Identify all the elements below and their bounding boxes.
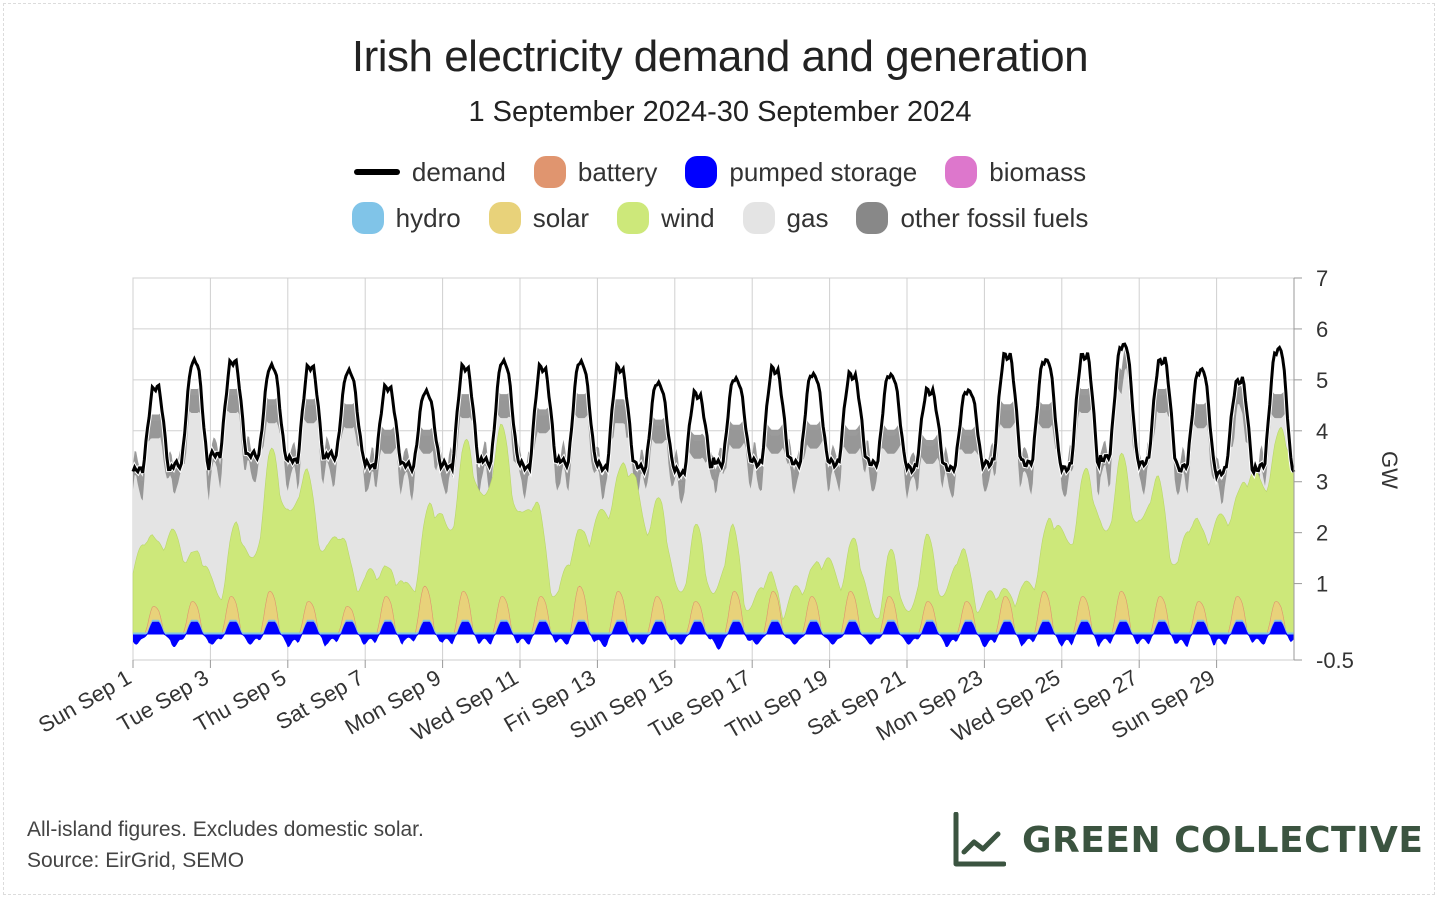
- y-tick-label: 1: [1316, 572, 1328, 597]
- brand-name: GREEN COLLECTIVE: [1022, 819, 1424, 861]
- y-tick-label: 3: [1316, 470, 1328, 495]
- series-other-fossil-fuels-area: [133, 344, 1294, 505]
- legend-label: demand: [411, 156, 506, 187]
- legend-swatch-pumped-storage: [685, 156, 718, 188]
- y-axis-label: GW: [1377, 451, 1402, 489]
- legend-label: other fossil fuels: [900, 202, 1089, 233]
- legend-item-pumped-storage[interactable]: pumped storage: [685, 156, 917, 188]
- chart-title: Irish electricity demand and generation: [351, 32, 1089, 81]
- legend-item-wind[interactable]: wind: [617, 202, 715, 234]
- footnote: All-island figures. Excludes domestic so…: [27, 814, 424, 876]
- legend-swatch-battery: [533, 156, 566, 188]
- chart-subtitle: 1 September 2024-30 September 2024: [468, 96, 972, 128]
- y-tick-label: -0.5: [1316, 648, 1354, 673]
- y-tick-label: 4: [1316, 419, 1328, 444]
- series-pumped-storage-area: [133, 621, 1294, 650]
- y-tick-label: 6: [1316, 317, 1328, 342]
- y-tick-label: 2: [1316, 521, 1328, 546]
- legend-item-other-fossil-fuels[interactable]: other fossil fuels: [856, 202, 1088, 234]
- line-chart-icon: [953, 812, 1006, 867]
- legend-item-hydro[interactable]: hydro: [351, 202, 461, 234]
- chart-frame: [3, 3, 1435, 895]
- footnote-line-1: All-island figures. Excludes domestic so…: [27, 818, 424, 841]
- series-hydro-area: [133, 619, 1294, 635]
- legend-row-2: hydro solar wind gas other fossil fuels: [0, 202, 1440, 234]
- legend-item-biomass[interactable]: biomass: [945, 156, 1086, 188]
- legend-label: hydro: [395, 202, 461, 233]
- legend-swatch-solar: [488, 202, 521, 234]
- legend-swatch-gas: [742, 202, 775, 234]
- legend-swatch-other-fossil-fuels: [856, 202, 889, 234]
- legend-item-solar[interactable]: solar: [488, 202, 590, 234]
- legend-label: battery: [577, 156, 658, 187]
- legend-item-battery[interactable]: battery: [533, 156, 658, 188]
- legend-item-gas[interactable]: gas: [742, 202, 829, 234]
- legend-row-1: demand battery pumped storage biomass: [0, 156, 1440, 188]
- legend-label: gas: [786, 202, 829, 233]
- y-tick-label: 7: [1316, 266, 1328, 291]
- legend-label: biomass: [989, 156, 1087, 187]
- y-tick-label: 5: [1316, 368, 1328, 393]
- legend-line-demand: [353, 169, 400, 175]
- legend-label: solar: [532, 202, 590, 233]
- brand-logo: GREEN COLLECTIVE: [952, 812, 1423, 868]
- legend-item-demand[interactable]: demand: [353, 156, 506, 188]
- legend-label: pumped storage: [729, 156, 918, 187]
- legend-label: wind: [661, 202, 715, 233]
- series-demand-line: [131, 342, 1296, 483]
- legend-swatch-biomass: [945, 156, 978, 188]
- footnote-line-2: Source: EirGrid, SEMO: [27, 849, 245, 872]
- legend-swatch-hydro: [351, 202, 384, 234]
- legend-swatch-wind: [617, 202, 650, 234]
